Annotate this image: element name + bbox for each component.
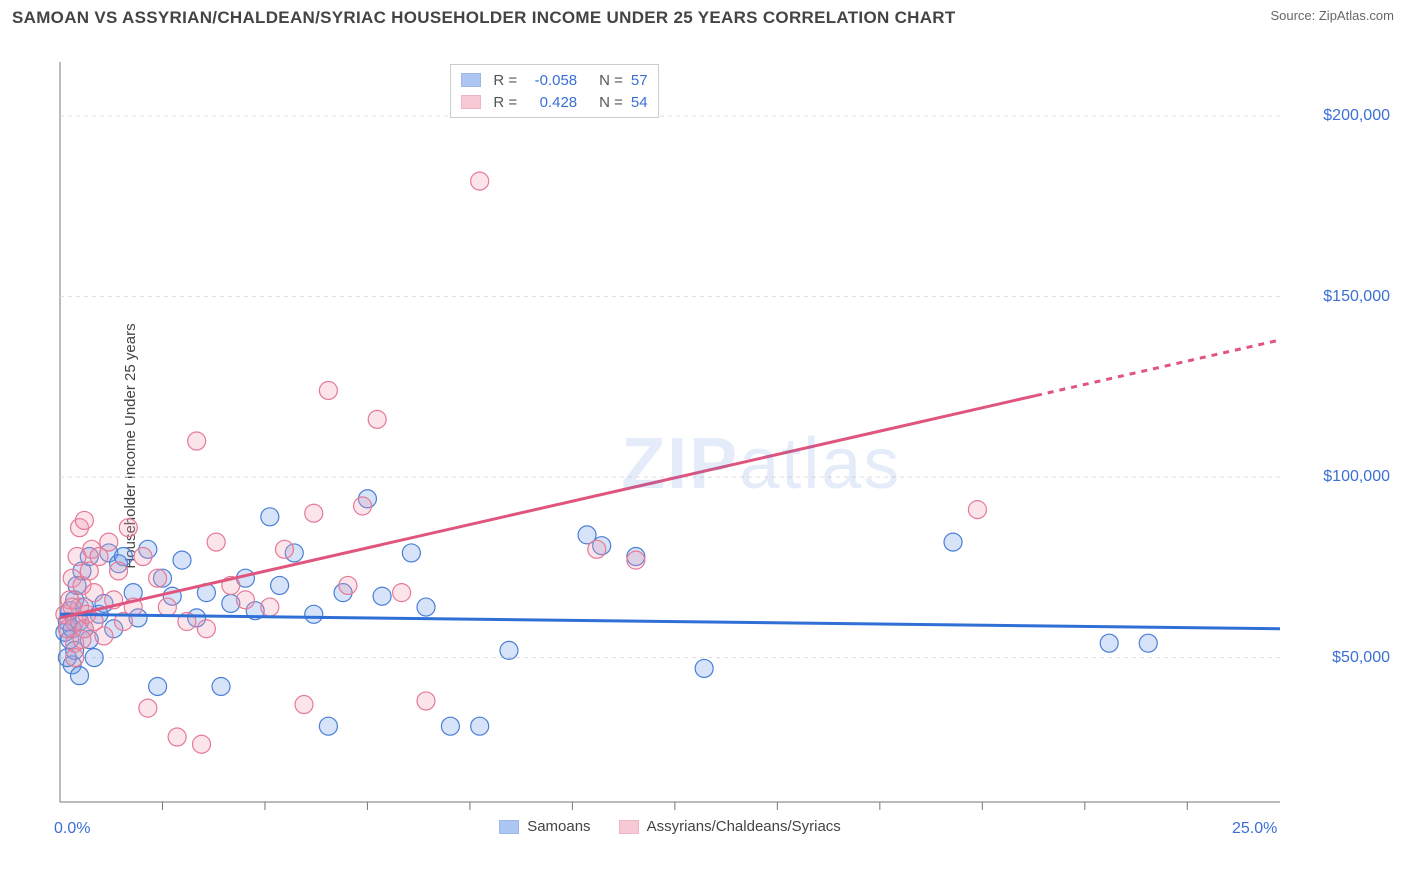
legend-label: Assyrians/Chaldeans/Syriacs [647, 818, 841, 835]
legend-row: R =0.428N =54 [461, 91, 647, 113]
x-tick-label: 25.0% [1232, 820, 1277, 838]
y-tick-label: $100,000 [1323, 468, 1390, 486]
scatter-chart: ZIPatlas R =-0.058N =57R =0.428N =54 Sam… [50, 62, 1394, 848]
legend-swatch [461, 95, 481, 109]
source-attribution: Source: ZipAtlas.com [1270, 8, 1394, 23]
legend-swatch [619, 820, 639, 834]
y-tick-label: $200,000 [1323, 107, 1390, 125]
legend-swatch [499, 820, 519, 834]
chart-title: SAMOAN VS ASSYRIAN/CHALDEAN/SYRIAC HOUSE… [12, 8, 956, 28]
legend-label: Samoans [527, 818, 590, 835]
legend-item: Assyrians/Chaldeans/Syriacs [619, 818, 841, 835]
correlation-legend: R =-0.058N =57R =0.428N =54 [450, 64, 658, 118]
legend-swatch [461, 73, 481, 87]
plot-svg [50, 62, 1394, 848]
series-legend: Samoans Assyrians/Chaldeans/Syriacs [499, 818, 841, 835]
legend-row: R =-0.058N =57 [461, 69, 647, 91]
y-tick-label: $50,000 [1332, 649, 1390, 667]
y-tick-label: $150,000 [1323, 288, 1390, 306]
x-tick-label: 0.0% [54, 820, 90, 838]
legend-item: Samoans [499, 818, 590, 835]
